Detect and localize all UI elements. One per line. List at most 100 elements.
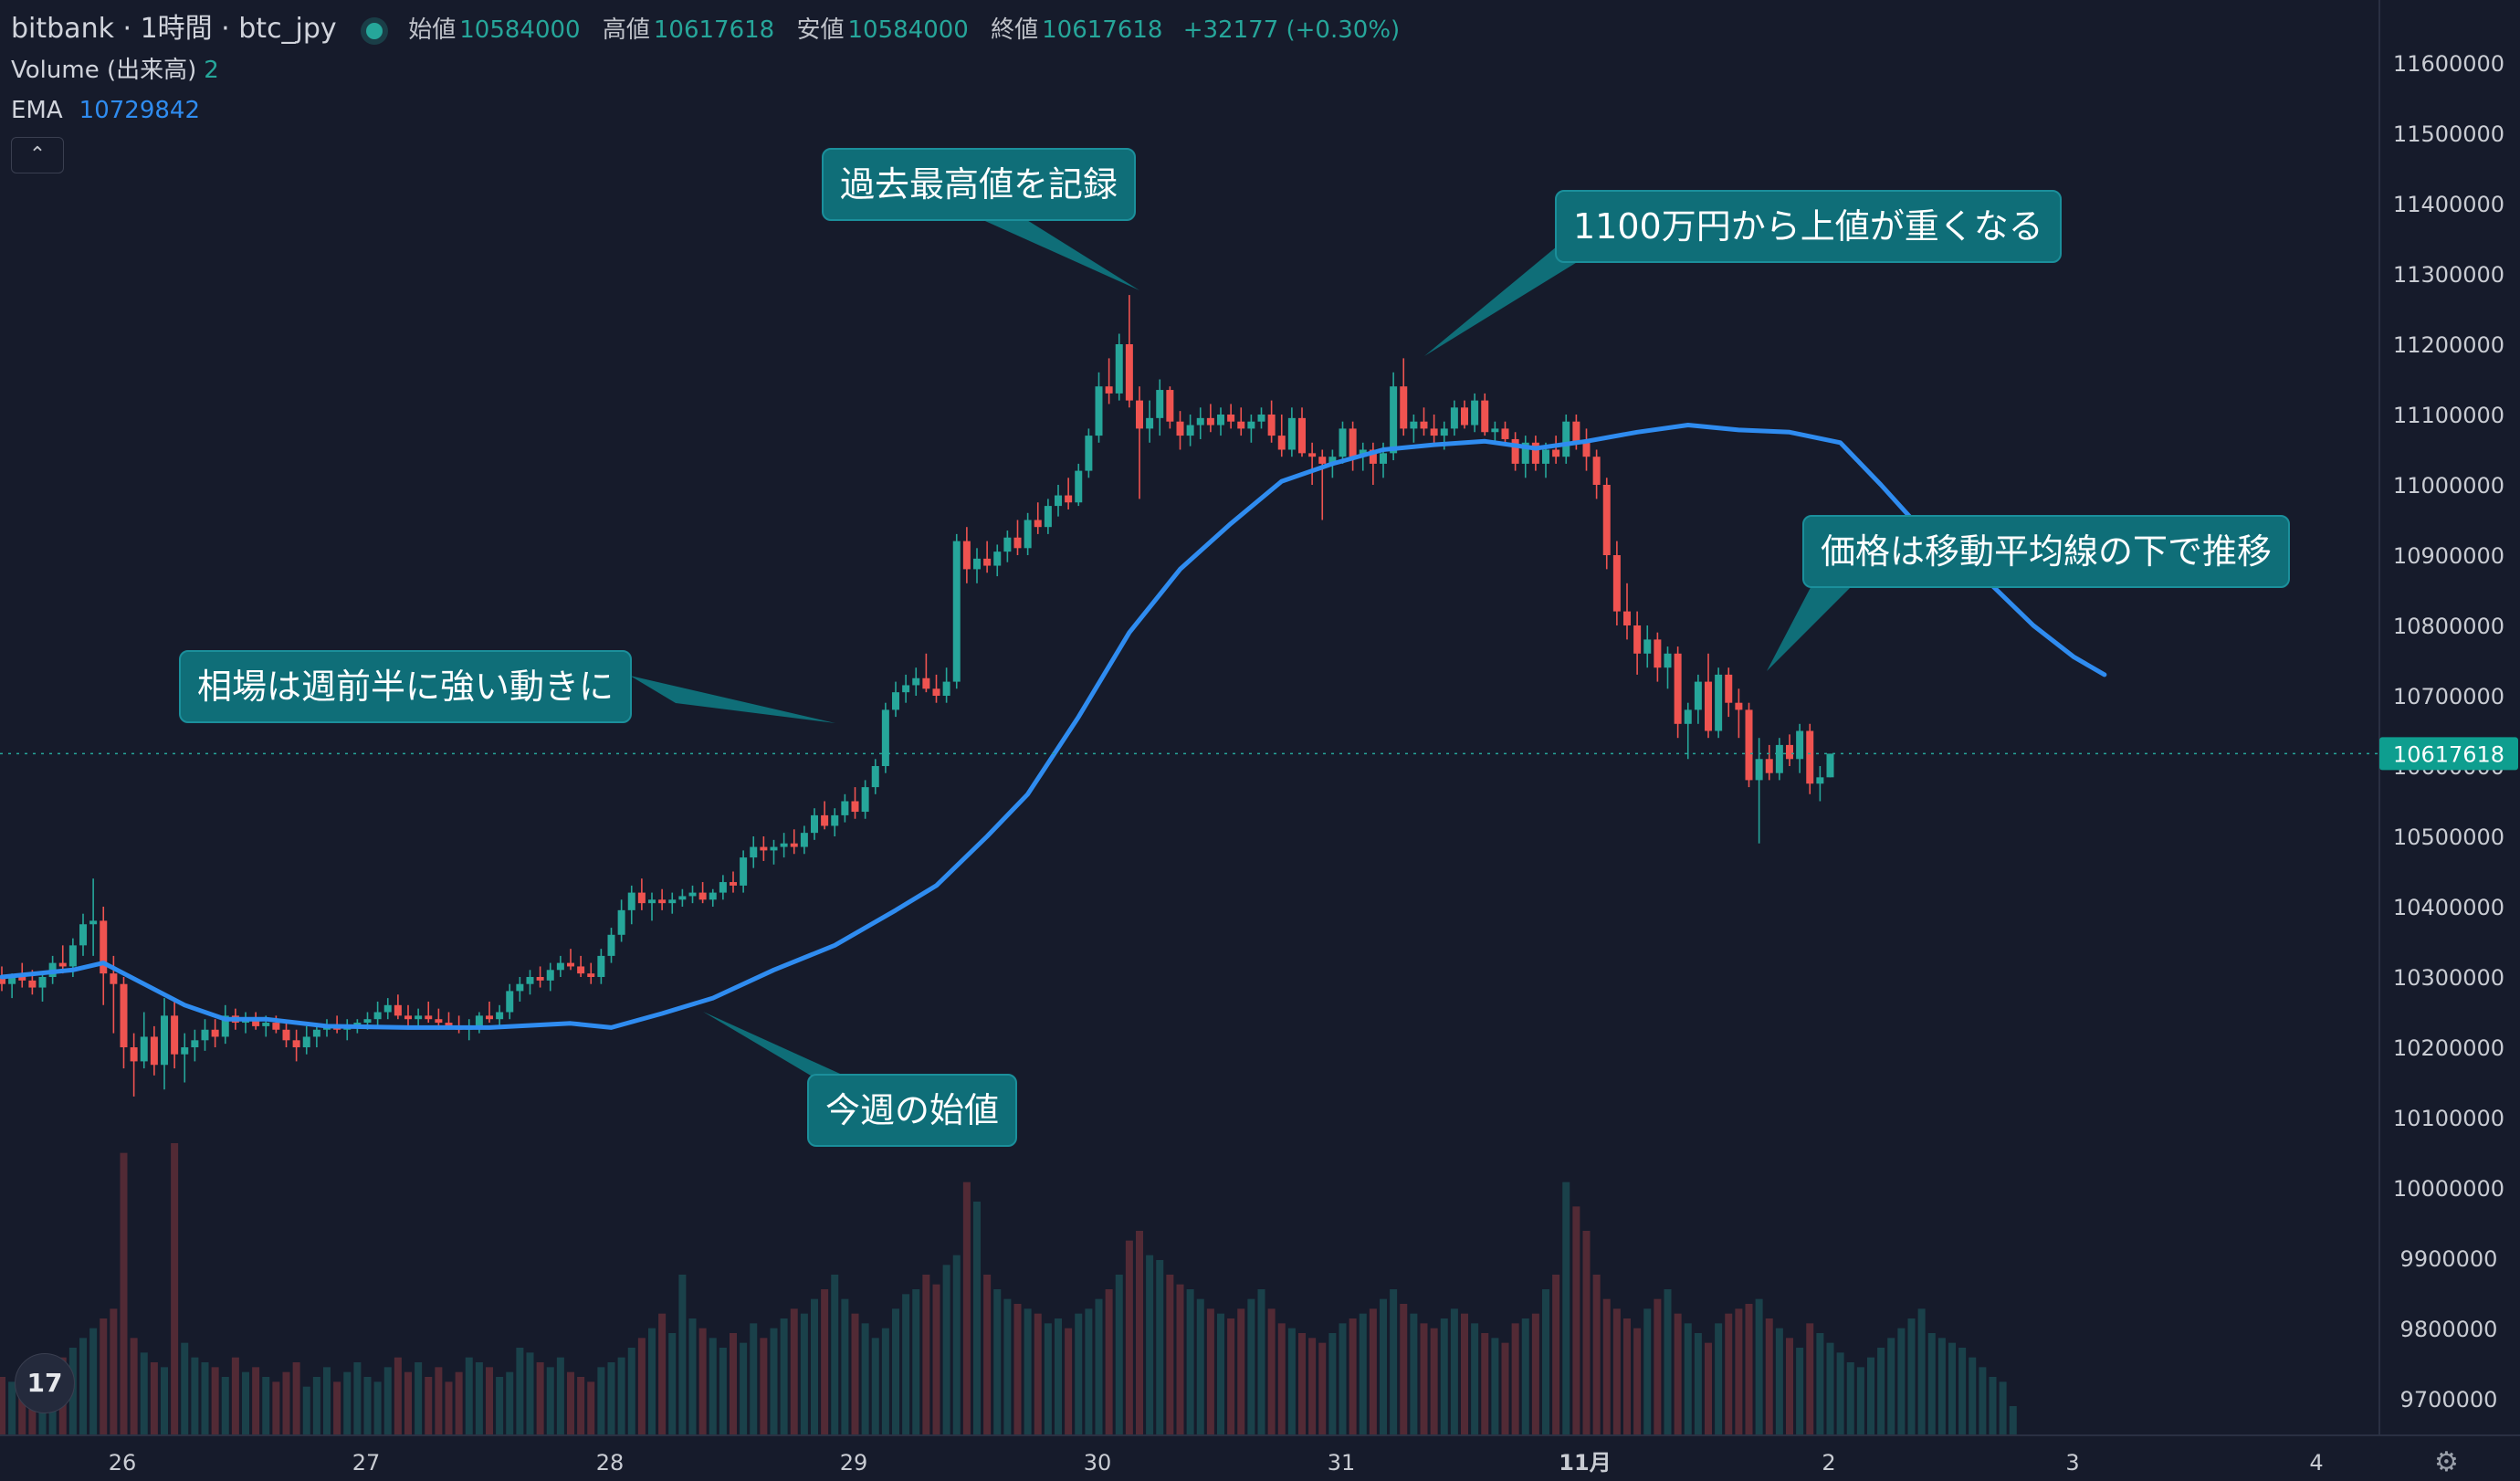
candle (1806, 723, 1814, 794)
volume-bar (536, 1362, 544, 1435)
callout-resistance: 1100万円から上値が重くなる (1555, 190, 2062, 263)
time-axis[interactable]: 26 27 28 29 30 31 11月 2 3 4 (109, 1450, 2324, 1476)
candle (1146, 400, 1154, 443)
candle (942, 667, 950, 703)
volume-bar (1287, 1328, 1296, 1435)
volume-bar (475, 1362, 483, 1435)
candle (821, 801, 829, 830)
price-tick-label: 9900000 (2400, 1246, 2498, 1272)
candle (1592, 449, 1601, 499)
volume-bar (404, 1371, 412, 1435)
volume-bar (668, 1333, 677, 1435)
volume-bar (425, 1377, 433, 1435)
volume-bar (1877, 1348, 1885, 1435)
collapse-legend-button[interactable]: ⌃ (11, 137, 64, 173)
price-tick-label: 10100000 (2393, 1106, 2504, 1131)
market-status-icon[interactable] (365, 22, 383, 39)
candle (1684, 702, 1692, 760)
callout-weekly-open: 今週の始値 (807, 1074, 1018, 1147)
candle (1715, 667, 1723, 739)
candle (1664, 646, 1672, 689)
volume-bar (740, 1342, 748, 1435)
volume-bar (1257, 1289, 1265, 1435)
volume-bar (211, 1367, 219, 1435)
volume-bar (1786, 1338, 1793, 1435)
volume-bar (242, 1371, 249, 1435)
volume-bar (800, 1313, 808, 1435)
low-value: 10584000 (847, 16, 969, 44)
price-axis[interactable]: 11600000 11500000 11400000 11300000 11200000… (2393, 51, 2504, 1413)
volume-bar (1227, 1318, 1235, 1435)
volume-bar (120, 1152, 128, 1435)
candle (1308, 442, 1317, 485)
candle (1013, 520, 1022, 555)
candle (709, 888, 717, 907)
volume-bar (1937, 1338, 1946, 1435)
volume-bar (902, 1294, 910, 1435)
legend-ema-row[interactable]: EMA 10729842 (11, 97, 200, 124)
candle (688, 885, 697, 904)
candle (617, 899, 625, 942)
volume-bar (709, 1338, 717, 1435)
candle (740, 850, 748, 893)
candle (1095, 372, 1103, 443)
volume-bar (922, 1275, 930, 1435)
volume-bar (1725, 1313, 1733, 1435)
volume-bar (2009, 1406, 2017, 1435)
volume-bar (881, 1328, 889, 1435)
candle (191, 1029, 199, 1062)
volume-bar (1328, 1333, 1337, 1435)
volume-bar (1572, 1206, 1580, 1435)
volume-bar (1735, 1308, 1743, 1435)
tradingview-logo[interactable]: 17 (15, 1353, 75, 1413)
candle (1735, 688, 1743, 739)
candle (475, 1012, 483, 1034)
candle (1065, 478, 1073, 509)
volume-bar (892, 1308, 899, 1435)
high-label: 高値 (602, 16, 650, 44)
candle (1450, 400, 1458, 436)
volume-bar (323, 1367, 331, 1435)
candle (1400, 358, 1408, 436)
candle (1339, 421, 1347, 464)
candle (841, 793, 849, 823)
legend-volume-row[interactable]: Volume (出来高) 2 (11, 51, 219, 85)
candle (993, 544, 1002, 577)
candle (760, 836, 768, 861)
volume-bar (1003, 1298, 1012, 1435)
volume-bar (698, 1328, 707, 1435)
candle (962, 527, 971, 583)
candle (201, 1019, 209, 1051)
volume-bar (1125, 1240, 1133, 1435)
volume-bar (79, 1338, 87, 1435)
volume-bar (110, 1308, 118, 1435)
volume-bar (1318, 1342, 1327, 1435)
candle (556, 955, 564, 977)
volume-bar (262, 1377, 270, 1435)
volume-bar (556, 1357, 564, 1435)
volume-bar (1298, 1333, 1306, 1435)
volume-bar (1969, 1357, 1977, 1435)
candle (1186, 415, 1194, 446)
volume-bar (831, 1275, 839, 1435)
volume-bar (1562, 1182, 1570, 1435)
candle (1430, 415, 1438, 443)
candle (1349, 421, 1357, 471)
volume-bar (607, 1362, 615, 1435)
volume-bar (1592, 1275, 1601, 1435)
volume-bar (627, 1348, 635, 1435)
volume-bar (993, 1289, 1002, 1435)
candle (1166, 386, 1174, 429)
candle (1024, 512, 1032, 555)
gear-icon[interactable]: ⚙ (2434, 1446, 2459, 1478)
price-tick-label: 10000000 (2393, 1176, 2504, 1202)
volume-bar (1958, 1348, 1967, 1435)
candle (861, 780, 869, 819)
candle (181, 1033, 189, 1083)
volume-bar (282, 1371, 290, 1435)
volume-bar (1623, 1318, 1631, 1435)
volume-bar (1654, 1298, 1662, 1435)
price-tick-label: 10300000 (2393, 965, 2504, 991)
candle (221, 1004, 229, 1045)
